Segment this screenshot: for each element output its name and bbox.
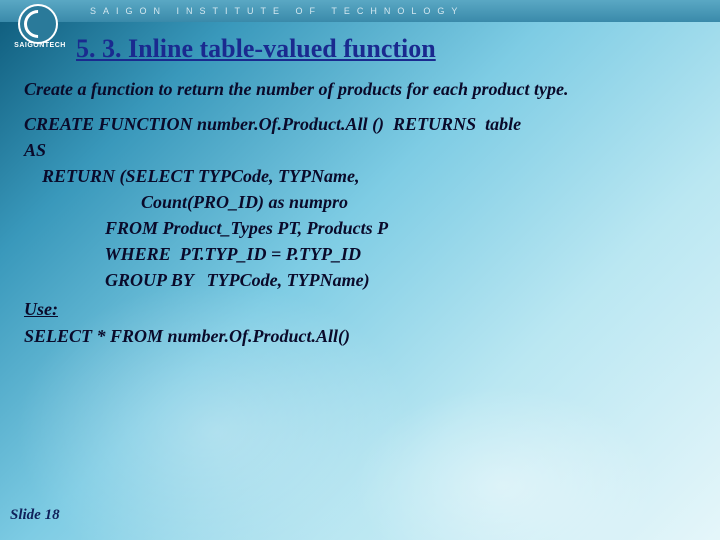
code-block: CREATE FUNCTION number.Of.Product.All ()… (24, 111, 700, 294)
slide-number: Slide 18 (10, 507, 60, 524)
logo-label: SAIGONTECH (8, 42, 72, 49)
use-label: Use: (24, 299, 700, 320)
use-code: SELECT * FROM number.Of.Product.All() (24, 326, 700, 347)
slide-title: 5. 3. Inline table-valued function (76, 34, 436, 64)
description-text: Create a function to return the number o… (24, 78, 700, 101)
institution-name: SAIGON INSTITUTE OF TECHNOLOGY (90, 6, 464, 16)
slide-content: Create a function to return the number o… (24, 78, 700, 347)
header-bar: SAIGON INSTITUTE OF TECHNOLOGY (0, 0, 720, 22)
logo: SAIGONTECH (8, 4, 72, 46)
